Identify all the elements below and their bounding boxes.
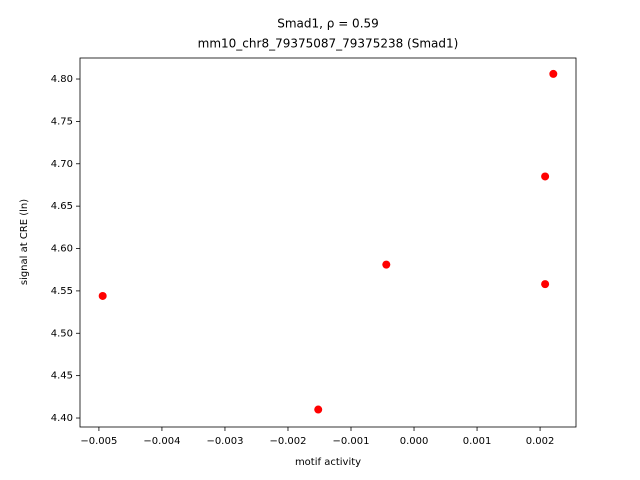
y-tick-label: 4.40 [51, 413, 73, 424]
x-tick-label: −0.002 [269, 436, 306, 447]
y-tick-label: 4.65 [51, 201, 73, 212]
y-tick-label: 4.45 [51, 371, 73, 382]
y-tick-label: 4.80 [51, 74, 73, 85]
point [549, 69, 558, 78]
point [541, 280, 550, 289]
chart-title: Smad1, ρ = 0.59 [277, 17, 379, 31]
y-tick-label: 4.70 [51, 159, 73, 170]
plot-frame [79, 57, 577, 428]
point [314, 405, 323, 414]
y-tick-label: 4.75 [51, 116, 73, 127]
point [541, 172, 550, 181]
x-tick-label: 0.002 [526, 436, 555, 447]
x-tick-label: 0.000 [400, 436, 429, 447]
x-tick-label: 0.001 [463, 436, 492, 447]
x-axis-label: motif activity [295, 457, 361, 468]
x-tick-label: −0.005 [80, 436, 117, 447]
x-tick-label: −0.001 [332, 436, 369, 447]
y-axis-label: signal at CRE (ln) [19, 199, 30, 285]
y-tick-label: 4.50 [51, 328, 73, 339]
point [382, 260, 391, 269]
point [98, 291, 107, 300]
y-tick-label: 4.55 [51, 286, 73, 297]
y-tick-label: 4.60 [51, 244, 73, 255]
x-tick-label: −0.003 [206, 436, 243, 447]
chart-subtitle: mm10_chr8_79375087_79375238 (Smad1) [198, 37, 459, 51]
x-tick-label: −0.004 [143, 436, 180, 447]
